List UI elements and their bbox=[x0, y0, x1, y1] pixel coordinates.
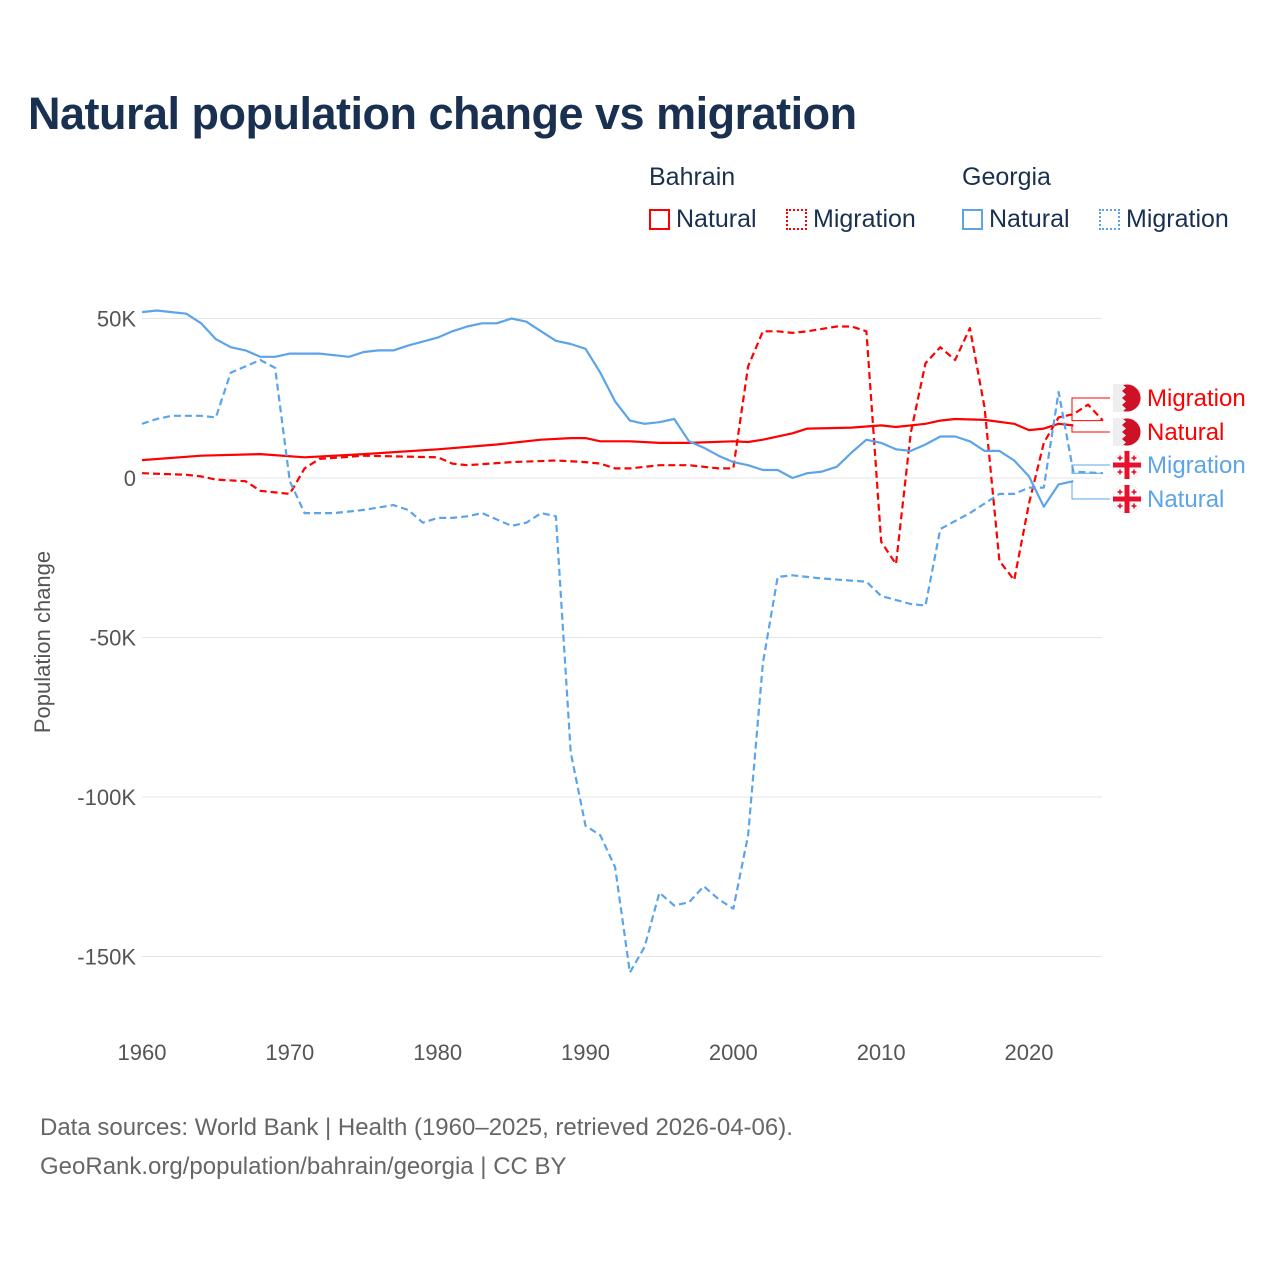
series-end-label: Natural bbox=[1147, 486, 1224, 513]
series-end-label: Natural bbox=[1147, 419, 1224, 446]
legend-swatch bbox=[786, 209, 807, 230]
y-tick-label: -100K bbox=[77, 785, 136, 810]
label-connector bbox=[1071, 397, 1110, 422]
label-connector bbox=[1071, 464, 1110, 474]
legend-swatch bbox=[649, 209, 670, 230]
legend-bahrain-natural[interactable]: Natural bbox=[649, 205, 757, 234]
series-line-georgia-migration bbox=[141, 358, 1103, 974]
series-line-bahrain-natural bbox=[141, 417, 1074, 462]
legend-swatch bbox=[962, 209, 983, 230]
footer: Data sources: World Bank | Health (1960–… bbox=[40, 1108, 793, 1186]
x-tick-label: 2010 bbox=[857, 1040, 906, 1065]
y-tick-label: 0 bbox=[124, 466, 136, 491]
label-connector bbox=[1071, 424, 1110, 433]
legend-label: Migration bbox=[813, 205, 916, 233]
y-tick-label: 50K bbox=[97, 307, 136, 332]
x-tick-label: 1980 bbox=[413, 1040, 462, 1065]
footer-link[interactable]: GeoRank.org/population/bahrain/georgia |… bbox=[40, 1153, 567, 1180]
legend-label: Natural bbox=[676, 205, 757, 233]
legend-label: Migration bbox=[1126, 205, 1229, 233]
y-tick-label: -50K bbox=[90, 626, 137, 651]
legend-group-bahrain: Bahrain bbox=[649, 163, 736, 191]
y-tick-label: -150K bbox=[77, 945, 136, 970]
x-tick-label: 2020 bbox=[1005, 1040, 1054, 1065]
series-line-bahrain-migration bbox=[141, 325, 1104, 582]
series-line-georgia-natural bbox=[141, 309, 1074, 508]
bahrain-flag-icon bbox=[1112, 383, 1142, 413]
x-tick-label: 1970 bbox=[265, 1040, 314, 1065]
legend-group-georgia: Georgia bbox=[962, 163, 1051, 191]
series-end-label: Migration bbox=[1147, 452, 1246, 479]
legend-georgia-migration[interactable]: Migration bbox=[1099, 205, 1229, 234]
legend-bahrain-migration[interactable]: Migration bbox=[786, 205, 916, 234]
legend-georgia-natural[interactable]: Natural bbox=[962, 205, 1070, 234]
legend-swatch bbox=[1099, 209, 1120, 230]
chart-title: Natural population change vs migration bbox=[28, 88, 857, 139]
y-axis-label: Population change bbox=[30, 551, 55, 733]
x-tick-label: 1990 bbox=[561, 1040, 610, 1065]
label-connector bbox=[1071, 480, 1110, 500]
series-end-label: Migration bbox=[1147, 385, 1246, 412]
georgia-flag-icon bbox=[1112, 484, 1142, 514]
x-tick-label: 2000 bbox=[709, 1040, 758, 1065]
georgia-flag-icon bbox=[1112, 450, 1142, 480]
x-tick-label: 1960 bbox=[118, 1040, 167, 1065]
bahrain-flag-icon bbox=[1112, 417, 1142, 447]
legend-label: Natural bbox=[989, 205, 1070, 233]
footer-sources: Data sources: World Bank | Health (1960–… bbox=[40, 1114, 793, 1141]
